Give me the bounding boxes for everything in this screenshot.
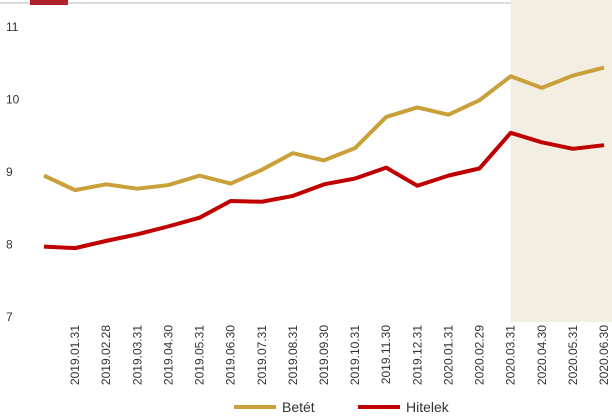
legend-label: Betét [282,399,315,415]
x-tick-label: 2019.11.30 [379,325,393,384]
x-tick-label: 2019.08.31 [286,325,300,385]
x-tick-label: 2019.07.31 [255,325,269,385]
y-tick-label: 9 [6,165,13,179]
corner-tab [30,0,68,5]
y-tick-label: 7 [6,310,13,324]
x-tick-label: 2020.04.30 [535,325,549,385]
x-tick-label: 2020.02.29 [473,325,487,385]
x-tick-label: 2019.04.30 [161,325,175,385]
y-tick-label: 11 [6,20,19,34]
x-tick-label: 2020.03.31 [504,325,518,385]
y-tick-label: 8 [6,238,13,252]
x-tick-label: 2019.10.31 [348,325,362,385]
x-tick-label: 2019.06.30 [224,325,238,385]
x-tick-label: 2019.05.31 [193,325,207,385]
series-line [43,65,605,193]
x-tick-label: 2020.01.31 [441,325,455,385]
x-tick-label: 2020.06.30 [597,325,611,385]
x-tick-label: 2019.09.30 [317,325,331,385]
highlight-band [510,0,612,322]
x-tick-label: 2019.03.31 [130,325,144,385]
x-tick-label: 2019.02.28 [99,325,113,385]
x-tick-label: 2020.05.31 [566,325,580,385]
x-tick-label: 2019.01.31 [68,325,82,385]
series-line [43,130,605,251]
x-tick-label: 2019.12.31 [410,325,424,385]
y-tick-label: 10 [6,93,20,107]
legend-label: Hitelek [406,399,450,415]
